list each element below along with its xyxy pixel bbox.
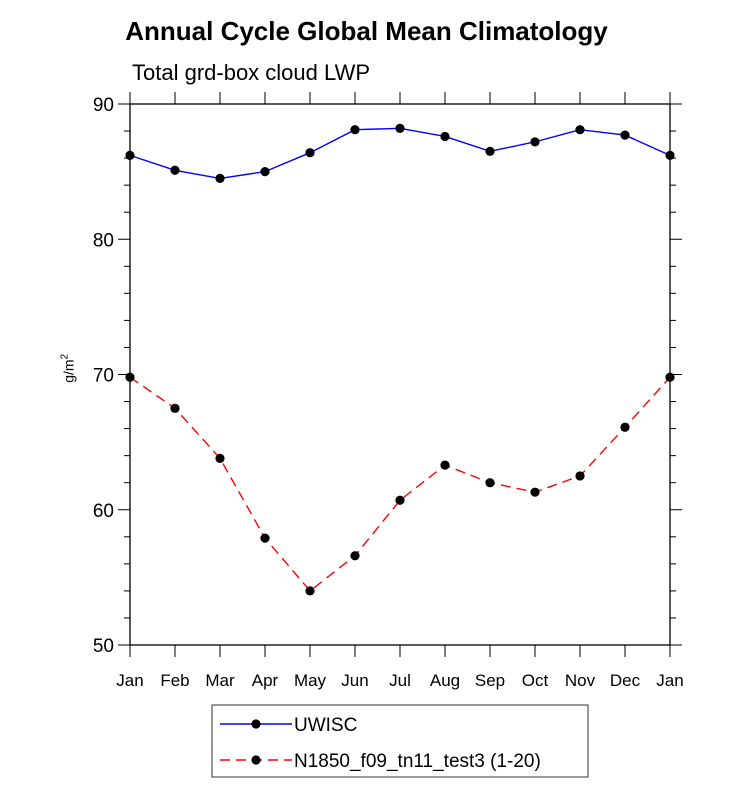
data-point-series-1 [260, 167, 270, 177]
legend-marker-2 [251, 755, 261, 765]
data-point-series-1 [485, 146, 495, 156]
x-tick-label: Jan [656, 671, 683, 690]
legend-label-2: N1850_f09_tn11_test3 (1-20) [294, 751, 541, 772]
data-point-series-2 [575, 471, 585, 481]
data-point-series-1 [440, 131, 450, 142]
y-tick-label: 80 [93, 230, 114, 251]
x-tick-label: Jan [116, 671, 143, 690]
y-tick-label: 60 [93, 501, 114, 522]
y-tick-label: 70 [93, 366, 114, 387]
data-point-series-1 [530, 137, 540, 147]
plot-frame [129, 103, 671, 646]
data-point-series-1 [170, 165, 180, 175]
data-point-series-2 [170, 403, 180, 413]
data-point-series-1 [215, 173, 225, 183]
data-point-series-2 [530, 487, 540, 497]
data-point-series-2 [350, 551, 360, 561]
data-point-series-1 [350, 125, 360, 135]
data-point-series-1 [620, 130, 630, 140]
data-point-series-1 [395, 123, 405, 133]
data-point-series-2 [260, 533, 270, 543]
data-point-series-2 [440, 460, 450, 470]
data-point-series-2 [665, 372, 675, 382]
data-point-series-2 [125, 372, 135, 382]
x-tick-label: Dec [610, 671, 641, 690]
data-point-series-2 [620, 422, 630, 432]
x-tick-label: Mar [205, 671, 235, 690]
legend-box [211, 704, 589, 778]
y-tick-label: 50 [93, 636, 114, 657]
x-tick-label: Jul [389, 671, 411, 690]
data-point-series-1 [665, 150, 675, 160]
data-point-series-2 [215, 453, 225, 463]
x-tick-label: Aug [430, 671, 460, 690]
x-tick-label: Apr [252, 671, 279, 690]
x-tick-label: May [294, 671, 327, 690]
x-tick-label: Nov [565, 671, 596, 690]
data-point-series-2 [485, 478, 495, 488]
y-tick-label: 90 [93, 95, 114, 116]
data-point-series-1 [305, 148, 315, 158]
x-tick-label: Jun [341, 671, 368, 690]
legend-marker-1 [251, 719, 261, 729]
x-tick-label: Sep [475, 671, 505, 690]
legend-label-1: UWISC [294, 715, 357, 736]
series-line-1 [129, 127, 671, 180]
data-point-series-1 [125, 150, 135, 160]
x-tick-label: Oct [522, 671, 549, 690]
data-point-series-1 [575, 125, 585, 135]
chart-subtitle: Total grd-box cloud LWP [132, 60, 371, 85]
x-tick-label: Feb [160, 671, 189, 690]
data-point-series-2 [395, 495, 405, 505]
chart-title: Annual Cycle Global Mean Climatology [125, 16, 608, 46]
series-line-2 [129, 376, 671, 592]
data-point-series-2 [305, 586, 315, 596]
